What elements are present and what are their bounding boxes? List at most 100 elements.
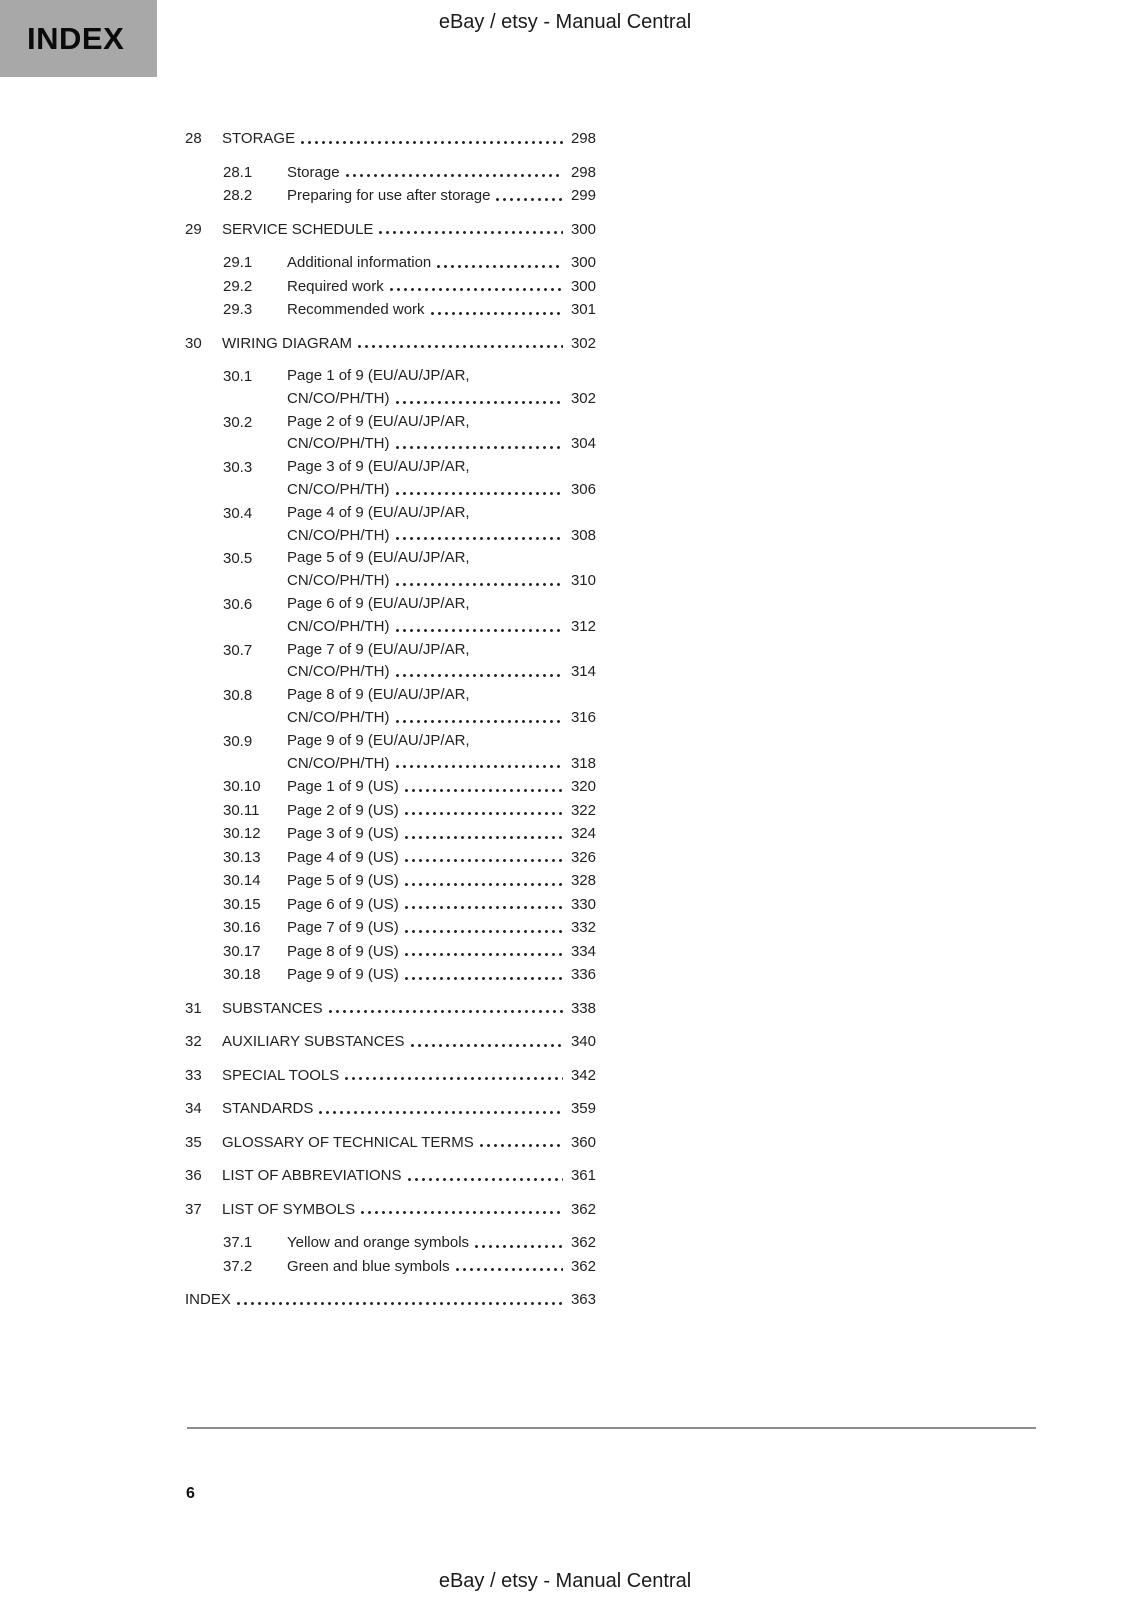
toc-entry-body: GLOSSARY OF TECHNICAL TERMS 360 (222, 1131, 596, 1155)
toc-entry-title-wrap: CN/CO/PH/TH) (287, 754, 390, 772)
toc-entry-body: WIRING DIAGRAM 302 (222, 332, 596, 356)
page-number: 6 (186, 1485, 195, 1502)
dot-leader (402, 812, 563, 816)
dot-leader (359, 1211, 563, 1215)
toc-entry-title: GLOSSARY OF TECHNICAL TERMS (222, 1133, 474, 1151)
toc-entry-title: Page 8 of 9 (US) (287, 942, 399, 960)
toc-entry-title: Additional information (287, 254, 432, 271)
toc-entry-title: Page 2 of 9 (US) (287, 801, 399, 819)
dot-leader (317, 1110, 563, 1114)
toc-entry-number: 37.2 (223, 1257, 253, 1275)
toc-entry-body: Page 6 of 9 (EU/AU/JP/AR, CN/CO/PH/TH) 312 (287, 593, 596, 639)
toc-entry-body: Preparing for use after storage 299 (287, 184, 596, 208)
toc-entry-body: Page 3 of 9 (US) 324 (287, 822, 596, 846)
toc-entry: 37.1 Yellow and orange symbols 362 (185, 1231, 596, 1255)
toc-entry-body: LIST OF ABBREVIATIONS 361 (222, 1164, 596, 1188)
toc-entry-number: 30.11 (223, 801, 260, 819)
toc-entry-title: STANDARDS (222, 1100, 314, 1118)
toc-entry-body: STANDARDS 359 (222, 1097, 596, 1121)
toc-entry-line: Page 7 of 9 (US) 332 (287, 916, 596, 940)
toc-entry-page: 342 (570, 1066, 596, 1084)
dot-leader (393, 446, 563, 450)
toc-entry-body: Yellow and orange symbols 362 (287, 1231, 596, 1255)
toc-entry-page: 324 (570, 825, 596, 843)
dot-leader (299, 140, 563, 144)
toc-entry-title: Page 2 of 9 (EU/AU/JP/AR, (287, 412, 470, 430)
toc-entry-page: 361 (570, 1167, 596, 1185)
toc-entry: INDEX 363 (185, 1288, 596, 1312)
toc-entry-line: Preparing for use after storage 299 (287, 184, 596, 208)
toc-entry-line: Page 2 of 9 (US) 322 (287, 799, 596, 823)
toc-entry-line: Green and blue symbols 362 (287, 1255, 596, 1279)
toc-entry-title: Page 3 of 9 (EU/AU/JP/AR, (287, 458, 470, 476)
toc-entry: 37.2 Green and blue symbols 362 (185, 1255, 596, 1279)
toc-entry-page: 328 (570, 872, 596, 890)
toc-entry-number: 30.9 (223, 732, 253, 750)
toc-entry-line: STORAGE 298 (222, 127, 596, 151)
toc-entry-number: 28.1 (223, 163, 253, 181)
dot-leader (402, 835, 563, 839)
toc-entry-line: Page 3 of 9 (US) 324 (287, 822, 596, 846)
index-tab-label: INDEX (27, 20, 125, 56)
dot-leader (453, 1268, 563, 1272)
toc-entry: 29.2 Required work 300 (185, 275, 596, 299)
dot-leader (393, 719, 563, 723)
toc-entry: 28.2 Preparing for use after storage 299 (185, 184, 596, 208)
toc-entry-title: Page 4 of 9 (US) (287, 848, 399, 866)
toc-entry-number: 30.14 (223, 872, 261, 890)
toc-entry: 32 AUXILIARY SUBSTANCES 340 (185, 1030, 596, 1054)
toc-entry: 30.5 Page 5 of 9 (EU/AU/JP/AR, CN/CO/PH/TH… (185, 547, 596, 593)
toc-entry: 30 WIRING DIAGRAM 302 (185, 332, 596, 356)
dot-leader (402, 976, 563, 980)
toc-entry-title: Page 9 of 9 (EU/AU/JP/AR, (287, 731, 470, 749)
dot-leader (402, 788, 563, 792)
dot-leader (477, 1144, 563, 1148)
toc-entry-page: 299 (570, 187, 596, 204)
page-footer-title: eBay / etsy - Manual Central (438, 1570, 692, 1592)
toc-entry: 28 STORAGE 298 (185, 127, 596, 151)
toc-entry-page: 334 (570, 942, 596, 960)
toc-entry-number: 28.2 (223, 187, 253, 204)
toc-entry-page: 316 (570, 708, 596, 726)
toc-entry-page: 318 (570, 754, 596, 772)
toc-entry: 36 LIST OF ABBREVIATIONS 361 (185, 1164, 596, 1188)
toc-entry-number: 30.12 (223, 825, 261, 843)
toc-entry-body: Page 3 of 9 (EU/AU/JP/AR, CN/CO/PH/TH) 306 (287, 456, 596, 502)
toc-entry-title: Page 7 of 9 (EU/AU/JP/AR, (287, 640, 470, 658)
toc-entry: 30.6 Page 6 of 9 (EU/AU/JP/AR, CN/CO/PH/TH… (185, 593, 596, 639)
toc-entry-number: 34 (185, 1100, 202, 1118)
dot-leader (326, 1010, 563, 1014)
toc-entry-page: 362 (570, 1200, 596, 1218)
toc-entry-body: Page 8 of 9 (EU/AU/JP/AR, CN/CO/PH/TH) 316 (287, 684, 596, 730)
toc-entry-page: 306 (570, 480, 596, 498)
toc-entry: 30.9 Page 9 of 9 (EU/AU/JP/AR, CN/CO/PH/TH… (185, 730, 596, 776)
toc-entry-body: Page 2 of 9 (EU/AU/JP/AR, CN/CO/PH/TH) 304 (287, 411, 596, 457)
toc-entry-title: WIRING DIAGRAM (222, 334, 352, 352)
toc-entry-number: 32 (185, 1033, 202, 1051)
toc-entry-page: 330 (570, 895, 596, 913)
toc-entry-line: CN/CO/PH/TH) 308 (287, 525, 596, 548)
toc-entry-line: Storage 298 (287, 161, 596, 185)
toc-entry-title: Page 3 of 9 (US) (287, 825, 399, 843)
toc-entry-number: 37 (185, 1200, 202, 1218)
toc-entry-number: 30.18 (223, 966, 261, 984)
toc-entry-page: 326 (570, 848, 596, 866)
toc-entry-page: 314 (570, 663, 596, 681)
footer-divider (187, 1427, 1036, 1429)
toc-entry-number: 30.10 (223, 778, 261, 796)
toc-entry-title: SPECIAL TOOLS (222, 1066, 340, 1084)
toc-entry: 30.3 Page 3 of 9 (EU/AU/JP/AR, CN/CO/PH/TH… (185, 456, 596, 502)
toc-entry-title: Preparing for use after storage (287, 187, 491, 204)
toc-entry-title: LIST OF SYMBOLS (222, 1200, 356, 1218)
toc-entry: 30.7 Page 7 of 9 (EU/AU/JP/AR, CN/CO/PH/TH… (185, 639, 596, 685)
toc-entry-body: LIST OF SYMBOLS 362 (222, 1198, 596, 1222)
toc-entry-title: Page 1 of 9 (EU/AU/JP/AR, (287, 367, 470, 384)
toc-entry-title: STORAGE (222, 130, 296, 147)
toc-entry-body: Page 9 of 9 (US) 336 (287, 963, 596, 987)
dot-leader (408, 1043, 563, 1047)
dot-leader (428, 311, 563, 315)
toc-entry-number: 35 (185, 1133, 202, 1151)
toc-entry-title: Storage (287, 163, 340, 181)
dot-leader (343, 1077, 563, 1081)
toc-entry-body: Page 4 of 9 (EU/AU/JP/AR, CN/CO/PH/TH) 308 (287, 502, 596, 548)
